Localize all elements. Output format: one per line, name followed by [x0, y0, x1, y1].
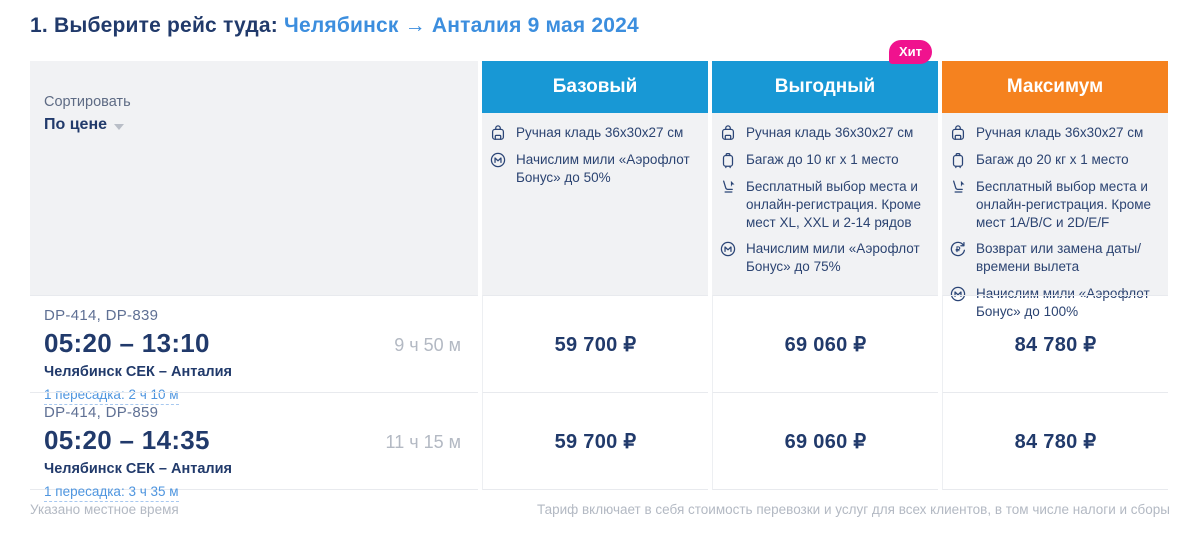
flight-duration: 9 ч 50 м — [394, 335, 461, 355]
backpack-icon — [491, 125, 505, 140]
fare-feature-text: Ручная кладь 36х30х27 см — [976, 125, 1144, 140]
page-title-prefix: 1. Выберите рейс туда: — [30, 14, 278, 37]
flight-route: Челябинск СЕК – Анталия — [44, 461, 232, 477]
sort-dropdown-value: По цене — [44, 116, 108, 133]
miles-icon — [720, 242, 736, 257]
transfer-link[interactable]: 1 пересадка: 2 ч 10 м — [44, 387, 179, 405]
fare-header-bazovyj[interactable]: Базовый — [482, 61, 708, 113]
fare-feature: Начислим мили «Аэрофлот Бонус» до 100% — [949, 285, 1154, 321]
sort-dropdown[interactable]: По цене — [44, 116, 478, 134]
fare-header-label: Выгодный — [774, 76, 876, 97]
fare-feature: Багаж до 10 кг х 1 место — [719, 151, 924, 169]
fare-feature-text: Ручная кладь 36х30х27 см — [516, 125, 684, 140]
price-cell-maksimum-row-1[interactable]: 84 780 ₽ — [942, 295, 1168, 392]
hit-badge: Хит — [888, 40, 932, 64]
seat-icon — [953, 180, 966, 193]
fare-feature-text: Багаж до 10 кг х 1 место — [746, 152, 899, 167]
local-time-note: Указано местное время — [30, 502, 179, 517]
fare-feature-text: Начислим мили «Аэрофлот Бонус» до 100% — [976, 286, 1150, 319]
fare-table: Сортировать По цене Базовый Выгодный Хит… — [30, 40, 1168, 502]
transfer-link[interactable]: 1 пересадка: 3 ч 35 м — [44, 484, 179, 502]
fare-feature-text: Багаж до 20 кг х 1 место — [976, 152, 1129, 167]
backpack-icon — [951, 125, 965, 140]
chevron-down-icon — [114, 123, 125, 130]
flight-info-row-1: DP-414, DP-839 05:20 – 13:10 9 ч 50 м Че… — [30, 295, 478, 405]
page-title: 1. Выберите рейс туда: Челябинск → Антал… — [30, 14, 1200, 38]
fare-feature: Бесплатный выбор места и онлайн-регистра… — [719, 178, 924, 231]
fare-feature: Ручная кладь 36х30х27 см — [719, 124, 924, 142]
sort-label: Сортировать — [44, 94, 131, 110]
fare-feature: Багаж до 20 кг х 1 место — [949, 151, 1154, 169]
fare-feature-text: Бесплатный выбор места и онлайн-регистра… — [976, 179, 1152, 230]
price-cell-maksimum-row-2[interactable]: 84 780 ₽ — [942, 392, 1168, 490]
fare-includes-note: Тариф включает в себя стоимость перевозк… — [536, 502, 1170, 517]
fare-feature: Ручная кладь 36х30х27 см — [949, 124, 1154, 142]
flight-route: Челябинск СЕК – Анталия — [44, 364, 232, 380]
flight-numbers: DP-414, DP-839 — [44, 307, 159, 324]
fare-details-bazovyj: Ручная кладь 36х30х27 см Начислим мили «… — [482, 113, 708, 295]
backpack-icon — [721, 125, 735, 140]
flight-times: 05:20 – 14:35 — [44, 425, 210, 455]
fare-feature: Ручная кладь 36х30х27 см — [489, 124, 694, 142]
price-cell-vygodnyj-row-1[interactable]: 69 060 ₽ — [712, 295, 938, 392]
price-cell-bazovyj-row-2[interactable]: 59 700 ₽ — [482, 392, 708, 490]
fare-header-maksimum[interactable]: Максимум — [942, 61, 1168, 113]
fare-feature: Начислим мили «Аэрофлот Бонус» до 50% — [489, 151, 694, 187]
fare-feature-text: Начислим мили «Аэрофлот Бонус» до 75% — [746, 241, 920, 275]
suitcase-icon — [722, 152, 734, 169]
fare-header-vygodnyj[interactable]: Выгодный Хит — [712, 40, 938, 113]
footnotes: Указано местное время Тариф включает в с… — [0, 490, 1200, 517]
fare-feature-text: Ручная кладь 36х30х27 см — [746, 125, 914, 140]
fare-feature: Бесплатный выбор места и онлайн-регистра… — [949, 178, 1154, 231]
seat-icon — [723, 180, 736, 193]
fare-details-vygodnyj: Ручная кладь 36х30х27 см Багаж до 10 кг … — [712, 113, 938, 295]
refund-icon — [950, 242, 966, 257]
miles-icon — [490, 152, 506, 168]
fare-feature: Начислим мили «Аэрофлот Бонус» до 75% — [719, 240, 924, 276]
flight-numbers: DP-414, DP-859 — [44, 404, 159, 421]
fare-feature-text: Начислим мили «Аэрофлот Бонус» до 50% — [516, 152, 690, 185]
fare-details-maksimum: Ручная кладь 36х30х27 см Багаж до 20 кг … — [942, 113, 1168, 319]
fare-feature: Возврат или замена даты/ времени вылета — [949, 240, 1154, 276]
page-title-route: Челябинск → Анталия 9 мая 2024 — [283, 14, 639, 37]
price-cell-vygodnyj-row-2[interactable]: 69 060 ₽ — [712, 392, 938, 490]
price-cell-bazovyj-row-1[interactable]: 59 700 ₽ — [482, 295, 708, 392]
fare-feature-text: Возврат или замена даты/ времени вылета — [976, 241, 1142, 275]
flight-info-row-2: DP-414, DP-859 05:20 – 14:35 11 ч 15 м Ч… — [30, 392, 478, 502]
fare-header-label: Максимум — [1006, 76, 1104, 97]
suitcase-icon — [952, 152, 964, 169]
fare-feature-text: Бесплатный выбор места и онлайн-регистра… — [746, 179, 922, 230]
flight-times: 05:20 – 13:10 — [44, 328, 210, 358]
fare-header-label: Базовый — [552, 76, 638, 97]
sort-panel: Сортировать По цене — [30, 61, 478, 295]
flight-duration: 11 ч 15 м — [385, 432, 461, 452]
